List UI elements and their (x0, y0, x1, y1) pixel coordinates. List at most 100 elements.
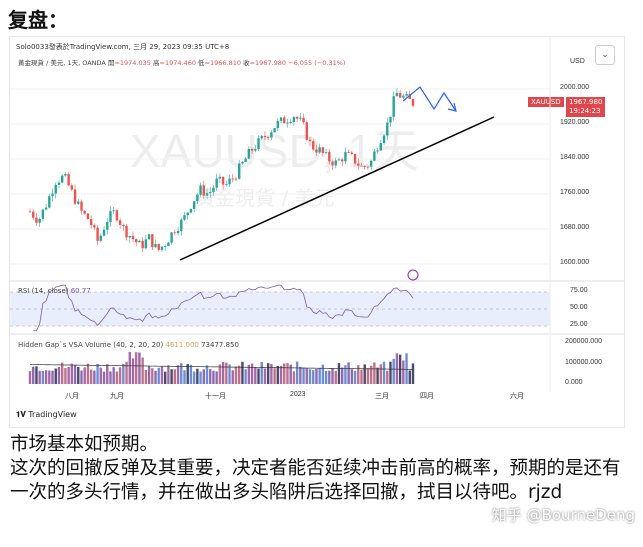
candle (373, 151, 376, 161)
candle (324, 152, 328, 153)
volume-bar (292, 371, 296, 384)
candle (347, 152, 350, 153)
candle (64, 173, 67, 176)
volume-bar (347, 362, 350, 384)
volume-bar (324, 370, 328, 384)
candle (308, 139, 312, 142)
volume-bar (38, 370, 41, 384)
volume-bar (231, 370, 234, 384)
candle (279, 117, 283, 121)
candle (411, 99, 415, 106)
volume-bar (109, 371, 112, 384)
candle (96, 227, 99, 241)
candle (353, 153, 357, 164)
volume-bar (302, 367, 305, 384)
volume-bar (373, 362, 376, 384)
time-tick: 十一月 (205, 393, 226, 400)
candle (292, 117, 296, 123)
volume-bar (125, 361, 128, 384)
candle (408, 94, 411, 100)
volume-bar (402, 360, 405, 384)
candle (405, 94, 408, 96)
volume-bar (106, 364, 109, 384)
candle (386, 122, 389, 136)
candle (395, 93, 399, 97)
candle (102, 229, 106, 236)
candle (366, 166, 370, 168)
volume-bar (83, 367, 86, 384)
candle (192, 201, 196, 209)
volume-bar (128, 351, 131, 384)
watermark-name: 黃金現貨 / 美元 (195, 186, 335, 210)
candle (205, 193, 209, 196)
candle (350, 152, 354, 154)
volume-bar (112, 367, 115, 384)
volume-bar (334, 370, 337, 384)
volume-bar (122, 363, 125, 384)
candle (382, 135, 386, 144)
candle (266, 137, 270, 138)
volume-bar (369, 365, 373, 384)
candle (360, 165, 363, 167)
candle (218, 176, 222, 179)
candle (54, 184, 57, 194)
volume-bar (138, 352, 141, 384)
candle (392, 96, 395, 117)
candle (283, 117, 286, 124)
candle (196, 194, 199, 202)
candle (44, 207, 48, 210)
candle (41, 209, 45, 219)
candle (273, 128, 276, 133)
volume-bar (131, 358, 135, 384)
volume-bar (350, 369, 354, 384)
candle (106, 222, 109, 230)
price-tick: 2000.000 (560, 84, 590, 91)
volume-bar (331, 368, 334, 384)
candle (141, 240, 144, 249)
candle (202, 185, 205, 196)
volume-bar (276, 365, 280, 384)
candle (122, 224, 125, 226)
candle (60, 175, 64, 183)
candle (89, 219, 93, 226)
rsi-tick: 50.00 (570, 304, 588, 311)
volume-bar (411, 363, 415, 384)
volume-bar (32, 366, 35, 384)
candle (299, 117, 302, 119)
volume-bar (221, 361, 225, 384)
volume-bar (51, 370, 54, 384)
volume-bar (328, 370, 331, 384)
candle (99, 235, 103, 241)
site-watermark: 知乎 @BourneDeng (491, 506, 635, 524)
volume-bar (70, 363, 74, 384)
candle (286, 122, 289, 124)
volume-bar (86, 363, 90, 384)
volume-bar (238, 365, 241, 384)
projection-arrowhead (447, 102, 457, 112)
rsi-tick: 25.00 (570, 321, 588, 328)
volume-bar (154, 370, 157, 384)
volume-bar (321, 364, 325, 384)
candle (398, 93, 402, 98)
price-chart[interactable] (10, 37, 624, 427)
candle (135, 239, 138, 243)
candle (80, 201, 83, 211)
volume-bar (376, 367, 379, 384)
volume-bar (151, 368, 154, 384)
volume-tick: 100000.000 (565, 358, 602, 366)
volume-bar (202, 369, 205, 384)
candle (160, 246, 164, 250)
volume-bar (315, 368, 318, 384)
candle (376, 150, 379, 152)
volume-bar (353, 371, 357, 384)
candle (215, 178, 218, 188)
candle (250, 148, 254, 151)
candle (147, 234, 151, 240)
candle (131, 235, 135, 240)
candle (225, 184, 228, 185)
candle (70, 185, 74, 190)
candle (328, 152, 331, 162)
currency-label: USD (570, 58, 585, 65)
chevron-down-icon[interactable]: ⌄ (595, 45, 615, 65)
alert-icon (407, 269, 419, 281)
